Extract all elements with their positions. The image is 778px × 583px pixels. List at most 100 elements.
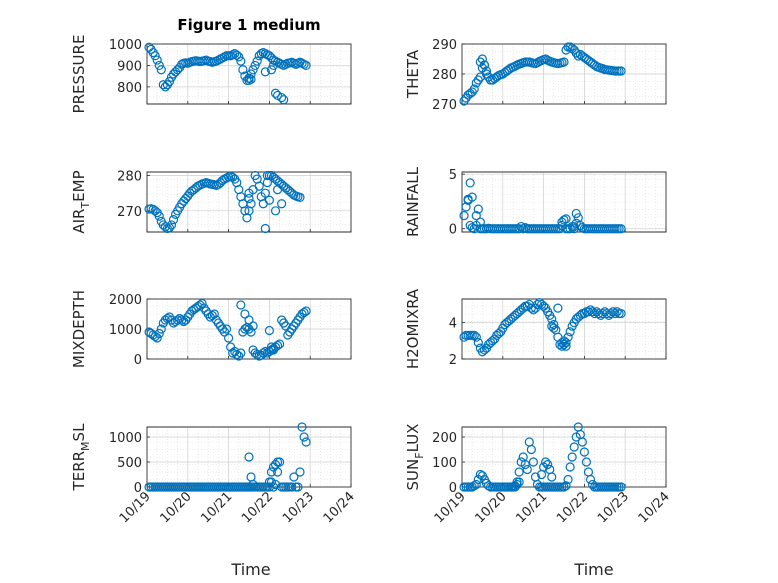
y-tick-label: 500: [117, 456, 142, 471]
data-point: [577, 437, 587, 447]
data-point: [512, 479, 522, 490]
x-tick-label: 10/21: [513, 489, 550, 526]
y-axis-label: TERRMSL: [70, 423, 92, 492]
data-point: [581, 457, 592, 467]
data-point: [477, 54, 487, 64]
axes-box: [146, 43, 352, 105]
data-point: [246, 199, 256, 209]
y-tick-label: 290: [432, 38, 457, 53]
data-point: [277, 92, 287, 103]
data-point: [473, 338, 483, 348]
data-point: [260, 188, 270, 198]
y-tick-label: 2000: [109, 293, 142, 308]
subplot-5: 0 1000 2000 MIXDEPTH: [70, 290, 352, 368]
data-point: [481, 66, 492, 76]
data-point: [612, 307, 622, 317]
data-point: [252, 56, 262, 66]
data-point: [236, 348, 246, 358]
data-point: [543, 55, 553, 65]
data-point: [301, 60, 311, 71]
data-point: [463, 194, 473, 204]
data-point: [469, 330, 479, 340]
data-point: [471, 211, 481, 221]
data-point: [520, 459, 530, 470]
x-axis-label-left: Time: [230, 560, 270, 579]
data-point: [219, 52, 230, 62]
data-point: [616, 482, 626, 492]
data-point: [150, 51, 160, 61]
data-point: [264, 477, 274, 487]
data-point: [293, 482, 303, 492]
y-tick-label: 0: [134, 353, 142, 368]
data-point: [522, 464, 532, 475]
data-point: [295, 192, 305, 203]
data-point: [301, 437, 311, 447]
data-point: [532, 299, 543, 310]
data-point: [616, 308, 626, 319]
data-point: [264, 482, 274, 492]
x-tick-label: 10/20: [473, 489, 510, 526]
data-point: [248, 65, 258, 75]
data-point: [563, 474, 573, 485]
data-point: [246, 74, 256, 84]
y-axis-label: THETA: [404, 49, 422, 99]
data-point: [543, 459, 553, 470]
subplot-6: 2 4 H2OMIXRA: [404, 288, 667, 369]
data-point: [514, 467, 524, 477]
data-point: [164, 223, 175, 233]
data-point: [272, 185, 283, 195]
data-point: [547, 472, 557, 482]
x-tick-label: 10/24: [321, 489, 358, 526]
data-point: [260, 223, 270, 234]
data-point: [266, 65, 277, 75]
data-point: [565, 327, 575, 337]
data-point: [549, 319, 559, 330]
data-point: [465, 220, 475, 231]
data-point: [610, 308, 620, 319]
y-tick-label: 900: [117, 59, 142, 74]
data-point: [228, 50, 238, 60]
y-axis-label: PRESSURE: [70, 35, 88, 114]
x-tick-label: 10/24: [636, 489, 673, 526]
data-point: [236, 56, 246, 66]
data-point: [467, 223, 477, 233]
subplot-2: 270 280 290 THETA: [404, 38, 667, 113]
y-tick-label: 2: [449, 353, 457, 368]
data-point: [481, 69, 492, 79]
y-tick-label: 270: [432, 98, 457, 113]
data-point: [475, 217, 485, 227]
data-point: [152, 333, 162, 343]
data-point: [277, 199, 287, 209]
data-point: [197, 298, 207, 309]
data-point: [154, 60, 164, 71]
data-point: [616, 66, 626, 76]
data-point: [299, 432, 309, 442]
subplot-1: 800 900 1000 PRESSURE Figure 1 medium: [70, 16, 352, 114]
axes-box: [146, 171, 352, 233]
y-tick-label: 280: [432, 68, 457, 83]
data-point: [553, 303, 563, 313]
data-point: [561, 341, 571, 351]
y-tick-label: 200: [432, 431, 457, 446]
data-point: [262, 170, 272, 181]
data-point: [571, 208, 581, 219]
y-axis-label: H2OMIXRA: [404, 288, 422, 369]
data-point: [465, 178, 475, 188]
data-point: [154, 328, 164, 339]
data-point: [479, 60, 490, 70]
y-tick-label: 1000: [109, 323, 142, 338]
data-point: [268, 345, 279, 355]
data-point: [168, 215, 179, 225]
data-point: [579, 447, 590, 457]
data-point: [471, 479, 481, 490]
data-point: [279, 95, 289, 105]
data-point: [270, 206, 281, 216]
data-point: [561, 338, 571, 348]
y-axis-label: RAINFALL: [404, 166, 422, 237]
y-axis-label: MIXDEPTH: [70, 290, 88, 368]
data-point: [244, 188, 254, 198]
data-point: [585, 474, 596, 485]
data-point: [573, 51, 583, 61]
